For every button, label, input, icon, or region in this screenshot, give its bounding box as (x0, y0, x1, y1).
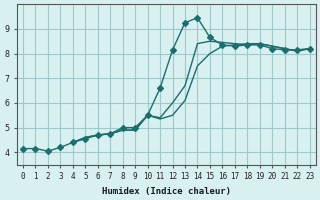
X-axis label: Humidex (Indice chaleur): Humidex (Indice chaleur) (102, 187, 231, 196)
